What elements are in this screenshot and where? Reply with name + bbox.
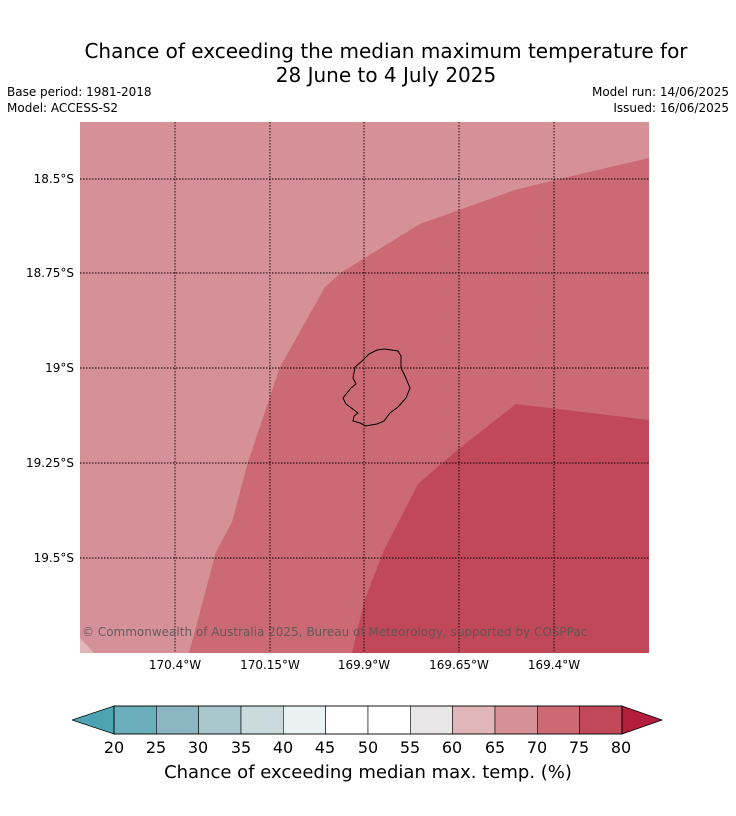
colorbar-title: Chance of exceeding median max. temp. (%… <box>164 762 572 783</box>
cb-tick-30: 30 <box>187 738 209 757</box>
colorbar-swatch <box>410 705 453 735</box>
cb-tick-45: 45 <box>314 738 336 757</box>
map-title-line2: 28 June to 4 July 2025 <box>275 63 497 87</box>
niue-island-outline <box>342 348 411 427</box>
cb-tick-20: 20 <box>103 738 125 757</box>
gridlines <box>80 122 649 653</box>
lon-label-169-4: 169.4°W <box>527 658 581 672</box>
model-text: Model: ACCESS-S2 <box>7 101 119 115</box>
colorbar-swatch <box>579 705 623 735</box>
lon-label-170-15: 170.15°W <box>240 658 300 672</box>
lat-label-19: 19°S <box>45 361 74 375</box>
model-run-text: Model run: 14/06/2025 <box>591 85 729 99</box>
colorbar <box>72 705 664 735</box>
zone-75-80 <box>352 404 649 653</box>
lon-label-169-9: 169.9°W <box>337 658 391 672</box>
lat-label-18-5: 18.5°S <box>33 172 74 186</box>
colorbar-frame <box>113 705 623 735</box>
colorbar-over-extension <box>621 705 664 735</box>
cb-tick-35: 35 <box>230 738 252 757</box>
base-period-text: Base period: 1981-2018 <box>7 85 152 99</box>
cb-tick-75: 75 <box>568 738 590 757</box>
cb-tick-60: 60 <box>441 738 463 757</box>
cb-tick-50: 50 <box>357 738 379 757</box>
colorbar-swatch <box>325 705 369 735</box>
copyright-text: © Commonwealth of Australia 2025, Bureau… <box>82 625 587 639</box>
colorbar-swatch <box>156 705 199 735</box>
colorbar-swatch <box>240 705 284 735</box>
colorbar-swatch <box>494 705 538 735</box>
lat-label-18-75: 18.75°S <box>26 266 74 280</box>
cb-tick-55: 55 <box>399 738 421 757</box>
cb-tick-70: 70 <box>526 738 548 757</box>
zone-60-65-corner <box>80 638 94 653</box>
lon-label-170-4: 170.4°W <box>148 658 202 672</box>
cb-tick-80: 80 <box>610 738 632 757</box>
colorbar-swatch <box>452 705 496 735</box>
lon-label-169-65: 169.65°W <box>429 658 489 672</box>
lat-label-19-5: 19.5°S <box>33 551 74 565</box>
cb-tick-40: 40 <box>272 738 294 757</box>
colorbar-under-extension <box>72 705 115 735</box>
cb-tick-65: 65 <box>484 738 506 757</box>
issued-text: Issued: 16/06/2025 <box>613 101 729 115</box>
colorbar-swatch <box>283 705 326 735</box>
cb-tick-25: 25 <box>145 738 167 757</box>
colorbar-swatch <box>198 705 242 735</box>
probability-map: © Commonwealth of Australia 2025, Bureau… <box>80 122 649 653</box>
colorbar-swatch <box>367 705 411 735</box>
colorbar-swatch <box>113 705 157 735</box>
map-title-line1: Chance of exceeding the median maximum t… <box>84 39 688 63</box>
lat-label-19-25: 19.25°S <box>26 456 74 470</box>
colorbar-swatch <box>537 705 580 735</box>
